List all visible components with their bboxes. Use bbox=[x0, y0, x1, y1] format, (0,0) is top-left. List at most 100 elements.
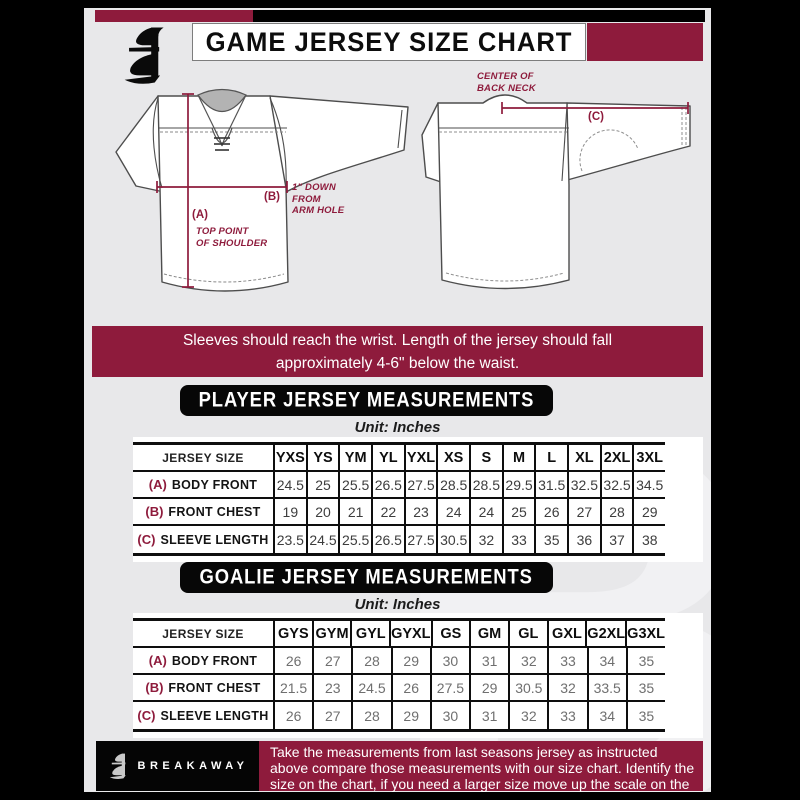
size-column-header: S bbox=[469, 445, 502, 470]
size-column-header: M bbox=[501, 445, 535, 470]
measurement-value: 28.5 bbox=[436, 472, 469, 497]
measurement-value: 33 bbox=[547, 648, 586, 673]
title-maroon-block bbox=[587, 23, 703, 61]
jersey-size-corner-label: JERSEY SIZE bbox=[162, 626, 244, 641]
measurement-value: 26 bbox=[273, 648, 312, 673]
measurement-value: 35 bbox=[625, 648, 665, 673]
measure-a-key: (A) bbox=[192, 209, 208, 221]
measurement-value: 26.5 bbox=[371, 526, 404, 553]
table-row: (B) FRONT CHEST 21.5 23 24.5 26 27.5 29 30.5 32 33… bbox=[133, 675, 665, 702]
goalie-table: JERSEY SIZE GYS GYM GYL GYXL GS GM GL GXL G2XL G3X… bbox=[133, 618, 665, 732]
measurement-value: 32.5 bbox=[567, 472, 600, 497]
measurement-value: 33 bbox=[501, 526, 535, 553]
measure-label: SLEEVE LENGTH bbox=[160, 532, 269, 547]
measurement-value: 25.5 bbox=[338, 526, 371, 553]
measurement-value: 23 bbox=[312, 675, 351, 700]
header-top-bar bbox=[95, 10, 705, 22]
measurement-value: 29 bbox=[390, 702, 430, 729]
footer-instructions-text: Take the measurements from last seasons … bbox=[270, 744, 695, 792]
measurement-value: 28 bbox=[351, 648, 390, 673]
table-row: (B) FRONT CHEST 19 20 21 22 23 24 24 25 26 27 28 29 bbox=[133, 499, 665, 526]
measurement-value: 29 bbox=[390, 648, 430, 673]
size-column-header: GYM bbox=[311, 621, 351, 646]
measurement-value: 27 bbox=[567, 499, 600, 524]
instruction-banner: Sleeves should reach the wrist. Length o… bbox=[92, 326, 703, 377]
size-column-header: G2XL bbox=[585, 621, 625, 646]
size-column-header: G3XL bbox=[625, 621, 665, 646]
measurement-value: 32 bbox=[547, 675, 586, 700]
size-column-header: YM bbox=[338, 445, 371, 470]
measurement-value: 20 bbox=[305, 499, 339, 524]
measurement-value: 38 bbox=[632, 526, 665, 553]
breakaway-logo-icon bbox=[118, 24, 172, 91]
size-column-header: L bbox=[534, 445, 567, 470]
measurement-value: 25.5 bbox=[338, 472, 371, 497]
instruction-banner-line1: Sleeves should reach the wrist. Length o… bbox=[182, 331, 613, 349]
measurement-value: 24.5 bbox=[273, 472, 306, 497]
goalie-section-title: GOALIE JERSEY MEASUREMENTS bbox=[199, 565, 534, 589]
jersey-size-corner-label: JERSEY SIZE bbox=[162, 450, 244, 465]
breakaway-footer-logo-icon bbox=[109, 753, 126, 779]
size-column-header: YXS bbox=[273, 445, 306, 470]
measurement-value: 34 bbox=[586, 648, 626, 673]
measurement-value: 26 bbox=[534, 499, 567, 524]
measurement-value: 36 bbox=[567, 526, 600, 553]
size-column-header: YS bbox=[305, 445, 339, 470]
size-column-header: GM bbox=[469, 621, 508, 646]
footer-instructions: Take the measurements from last seasons … bbox=[259, 741, 703, 792]
measurement-value: 27 bbox=[312, 648, 351, 673]
measurement-value: 26 bbox=[390, 675, 430, 700]
size-column-header: GL bbox=[507, 621, 547, 646]
measure-c-key: (C) bbox=[588, 111, 604, 123]
front-jersey-diagram bbox=[115, 88, 409, 292]
size-column-header: GYL bbox=[350, 621, 389, 646]
chart-content-area: B GAME JERSEY S bbox=[84, 8, 711, 792]
measure-label: SLEEVE LENGTH bbox=[160, 708, 269, 723]
footer-brand-box: BREAKAWAY bbox=[96, 741, 259, 791]
size-column-header: YXL bbox=[403, 445, 437, 470]
measurement-value: 33.5 bbox=[586, 675, 626, 700]
measurement-value: 26 bbox=[273, 702, 312, 729]
page-title: GAME JERSEY SIZE CHART bbox=[205, 26, 573, 57]
measurement-value: 27.5 bbox=[403, 526, 437, 553]
measurement-value: 31.5 bbox=[534, 472, 567, 497]
table-row: (C) SLEEVE LENGTH 26 27 28 29 30 31 32 33 34 35 bbox=[133, 702, 665, 729]
size-column-header: GYXL bbox=[389, 621, 431, 646]
back-jersey-diagram bbox=[421, 94, 691, 290]
measure-label: FRONT CHEST bbox=[168, 504, 261, 519]
table-header-row: JERSEY SIZE YXS YS YM YL YXL XS S M L XL 2XL 3XL bbox=[133, 445, 665, 472]
measurement-value: 27 bbox=[312, 702, 351, 729]
row-label-cell: (A) BODY FRONT bbox=[133, 472, 273, 497]
measurement-value: 28.5 bbox=[469, 472, 502, 497]
measurement-value: 24.5 bbox=[351, 675, 390, 700]
goalie-section-title-pill: GOALIE JERSEY MEASUREMENTS bbox=[180, 562, 553, 593]
measurement-value: 32 bbox=[508, 648, 547, 673]
page-title-band: GAME JERSEY SIZE CHART bbox=[192, 23, 586, 61]
row-label-cell: (C) SLEEVE LENGTH bbox=[133, 526, 273, 553]
measurement-value: 23.5 bbox=[273, 526, 306, 553]
measurement-value: 23 bbox=[403, 499, 437, 524]
table-row: (C) SLEEVE LENGTH 23.5 24.5 25.5 26.5 27.5 30.5… bbox=[133, 526, 665, 553]
measurement-value: 22 bbox=[371, 499, 404, 524]
player-section-title: PLAYER JERSEY MEASUREMENTS bbox=[198, 388, 535, 412]
size-column-header: XL bbox=[567, 445, 600, 470]
size-column-header: GXL bbox=[546, 621, 586, 646]
row-label-cell: (C) SLEEVE LENGTH bbox=[133, 702, 273, 729]
measurement-value: 24 bbox=[469, 499, 502, 524]
size-column-header: 3XL bbox=[632, 445, 665, 470]
measure-c-note: CENTER OF BACK NECK bbox=[477, 71, 536, 94]
measurement-value: 35 bbox=[534, 526, 567, 553]
player-table: JERSEY SIZE YXS YS YM YL YXL XS S M L XL 2XL 3XL (A) B… bbox=[133, 442, 665, 556]
measurement-value: 33 bbox=[547, 702, 586, 729]
size-column-header: YL bbox=[371, 445, 404, 470]
row-label-cell: (B) FRONT CHEST bbox=[133, 675, 273, 700]
measurement-value: 32.5 bbox=[599, 472, 633, 497]
size-column-header: 2XL bbox=[599, 445, 633, 470]
player-table-panel: JERSEY SIZE YXS YS YM YL YXL XS S M L XL 2XL 3XL (A) B… bbox=[133, 437, 703, 562]
measurement-value: 25 bbox=[501, 499, 535, 524]
measurement-value: 29.5 bbox=[501, 472, 535, 497]
measure-a-note: TOP POINT OF SHOULDER bbox=[196, 226, 268, 249]
measure-b-note: 1" DOWN FROM ARM HOLE bbox=[292, 182, 345, 216]
measure-label: BODY FRONT bbox=[171, 653, 258, 668]
measure-key: (A) bbox=[148, 477, 167, 492]
